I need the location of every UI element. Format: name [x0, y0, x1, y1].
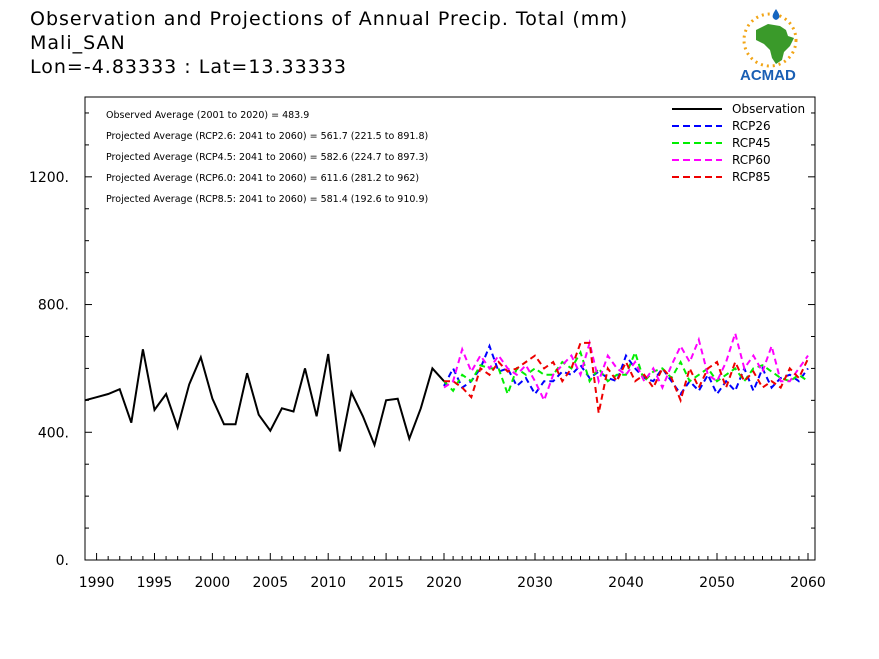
y-tick-label: 400. [38, 425, 69, 441]
x-tick-label: 1990 [79, 575, 115, 591]
acmad-logo: ACMAD [740, 9, 798, 84]
location-name: Mali_SAN [30, 32, 126, 54]
series-line-rcp60 [443, 329, 809, 403]
legend: Observation RCP26 RCP45 RCP60 RCP85 [672, 102, 805, 184]
stat-line: Observed Average (2001 to 2020) = 483.9 [106, 110, 309, 121]
legend-label: RCP60 [732, 153, 771, 167]
stat-line: Projected Average (RCP6.0: 2041 to 2060)… [106, 173, 419, 184]
series-layer [84, 329, 809, 452]
x-tick-label: 2005 [252, 575, 288, 591]
y-tick-label: 1200. [29, 170, 69, 186]
water-drop-icon [772, 9, 780, 20]
axes: 1990 1995 2000 2005 2010 2015 2020 2030 2040 2050… [29, 96, 826, 591]
x-tick-label: 2030 [517, 575, 553, 591]
legend-label: RCP45 [732, 136, 771, 150]
series-line-observation [84, 349, 445, 452]
stats-layer: Observed Average (2001 to 2020) = 483.9 P… [106, 110, 428, 205]
coordinates: Lon=-4.83333 : Lat=13.33333 [30, 56, 348, 78]
y-tick-label: 800. [38, 298, 69, 314]
x-tick-label: 2060 [790, 575, 826, 591]
sun-rays-icon [742, 12, 798, 68]
x-tick-label: 2015 [368, 575, 404, 591]
legend-label: RCP85 [732, 170, 771, 184]
x-tick-label: 2020 [426, 575, 462, 591]
logo-text: ACMAD [740, 67, 796, 84]
x-tick-label: 2000 [195, 575, 231, 591]
chart-title: Observation and Projections of Annual Pr… [30, 8, 629, 30]
x-tick-label: 2040 [608, 575, 644, 591]
africa-map-icon [756, 24, 794, 64]
legend-label: RCP26 [732, 119, 771, 133]
x-tick-label: 1995 [137, 575, 173, 591]
stat-line: Projected Average (RCP8.5: 2041 to 2060)… [106, 194, 428, 205]
x-tick-label: 2050 [699, 575, 735, 591]
plot-frame [84, 96, 816, 561]
stat-line: Projected Average (RCP2.6: 2041 to 2060)… [106, 131, 428, 142]
x-tick-label: 2010 [310, 575, 346, 591]
y-tick-label: 0. [56, 553, 69, 569]
stat-line: Projected Average (RCP4.5: 2041 to 2060)… [106, 152, 428, 163]
series-line-rcp85 [444, 341, 809, 414]
legend-label: Observation [732, 102, 805, 116]
